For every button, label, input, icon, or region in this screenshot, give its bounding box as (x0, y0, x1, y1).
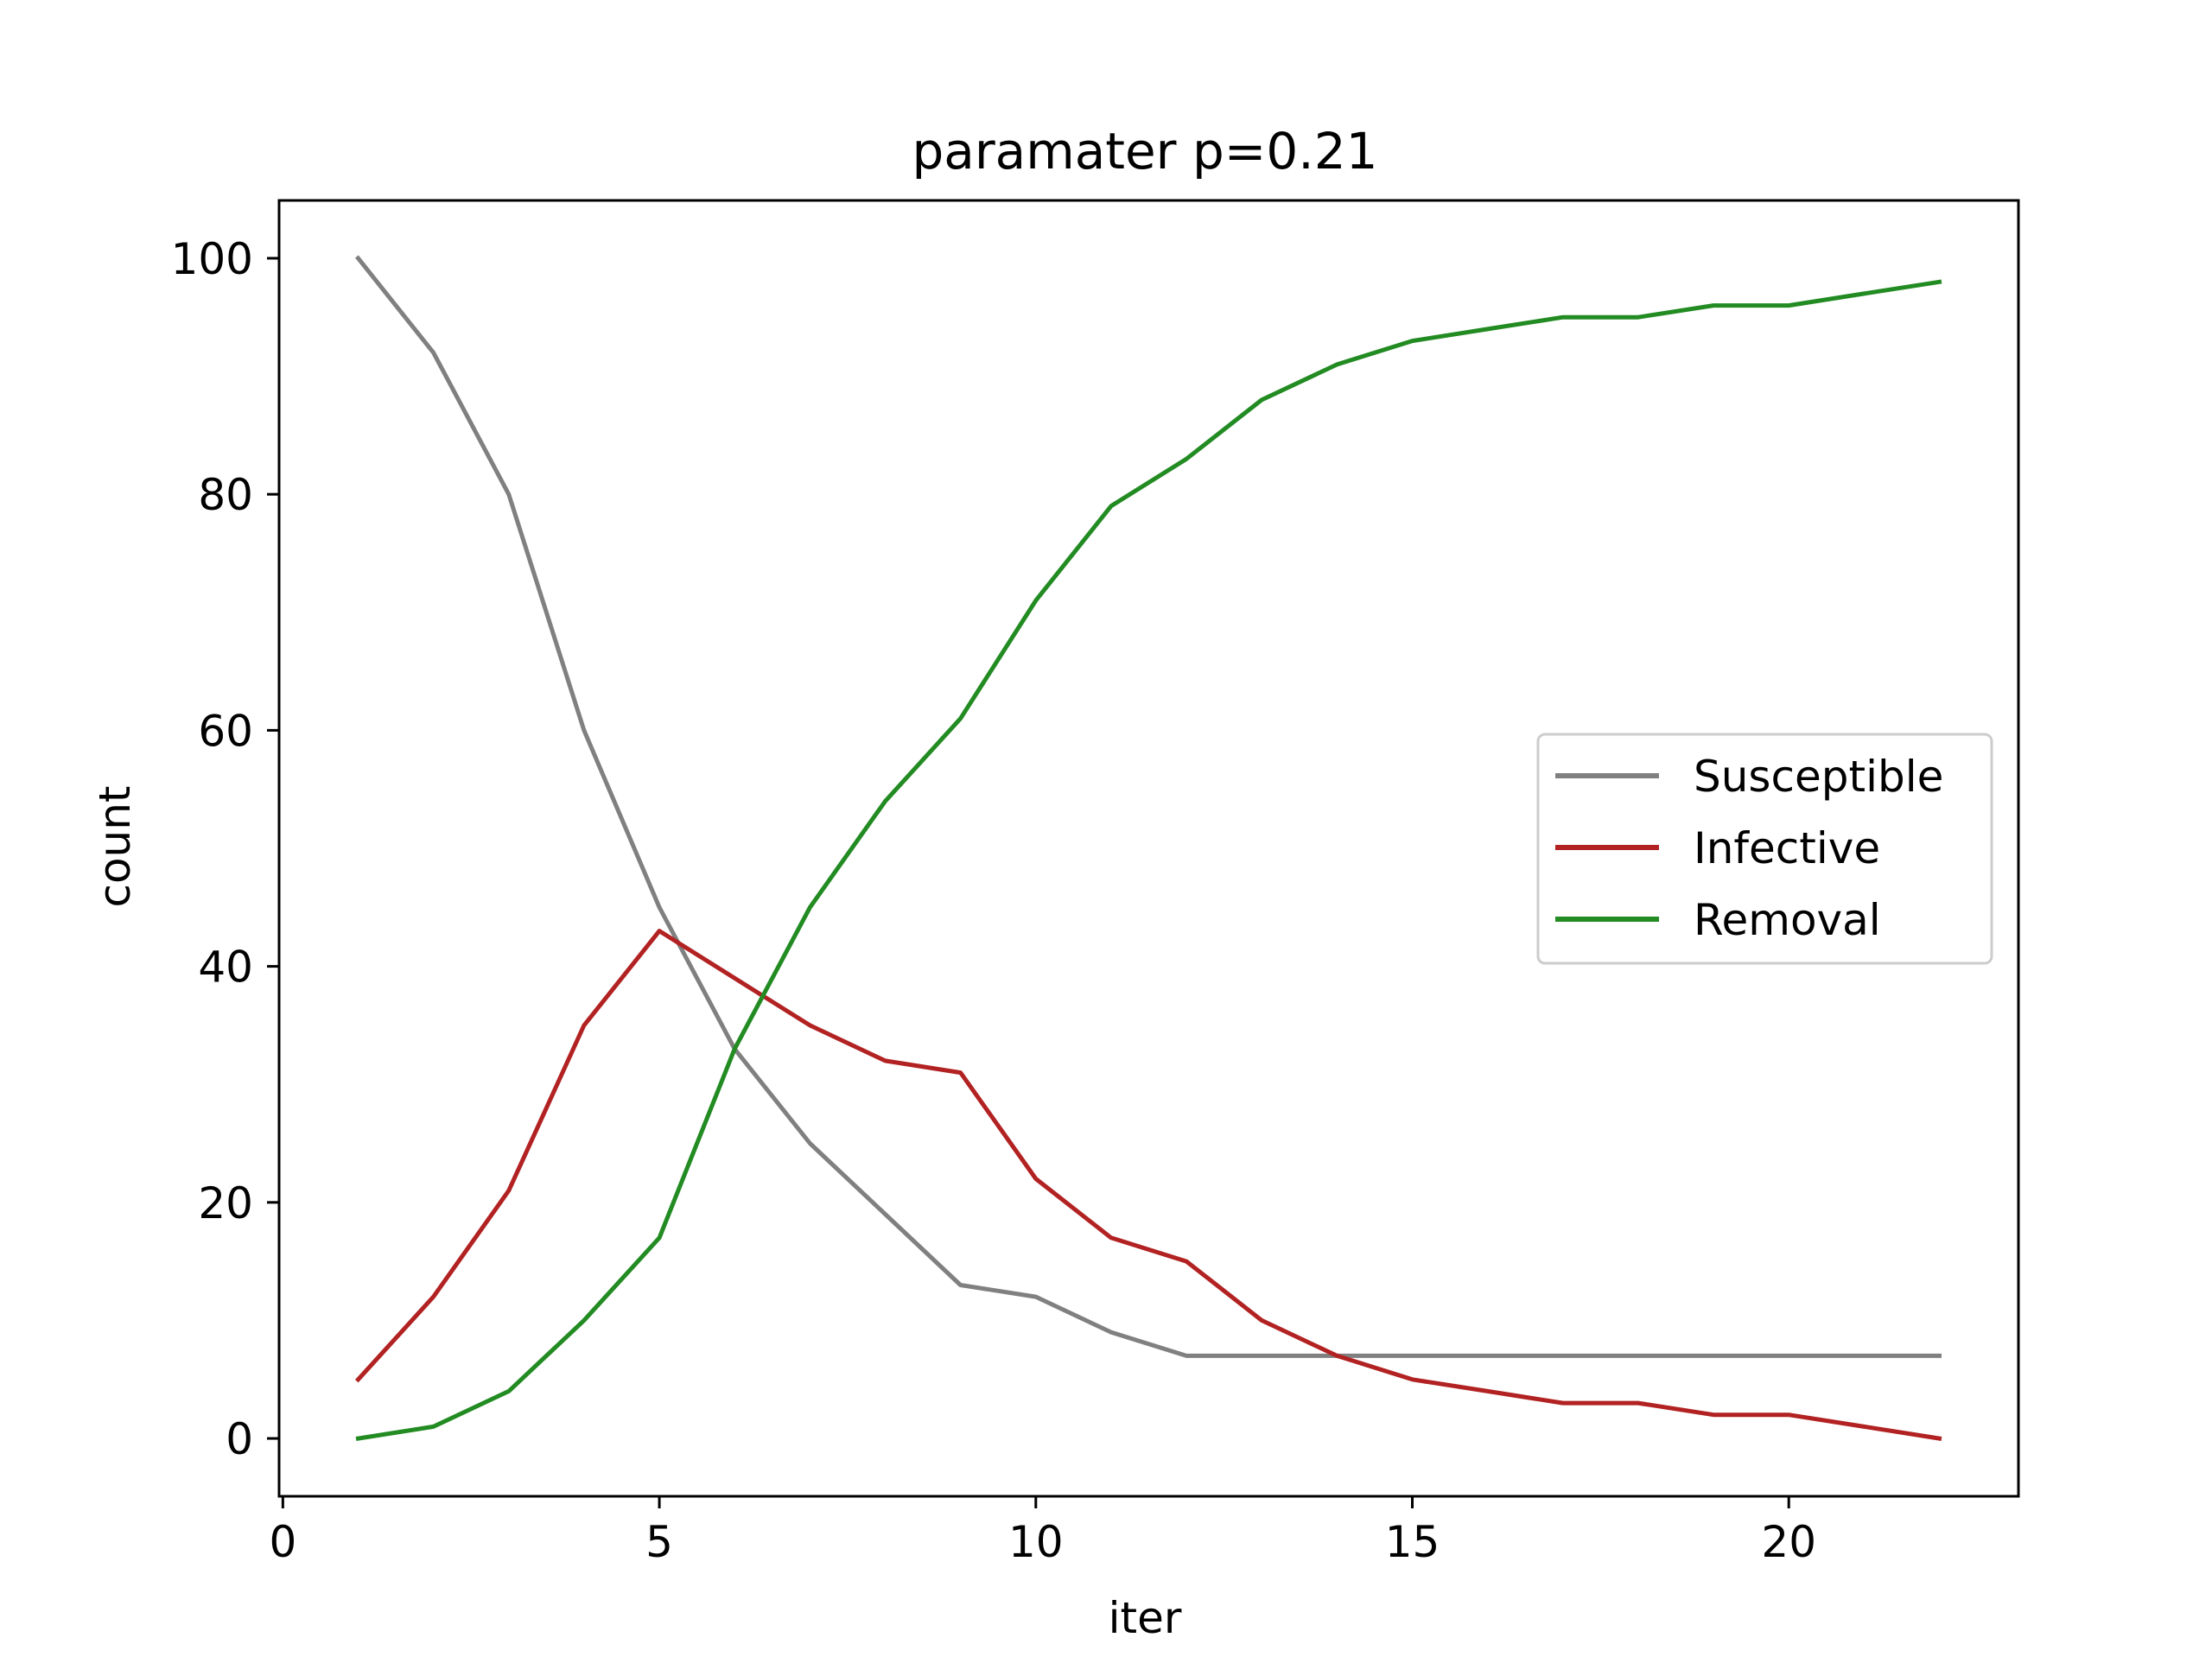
legend-label: Infective (1694, 823, 1880, 873)
legend-label: Removal (1694, 895, 1881, 945)
y-tick-label: 20 (198, 1178, 253, 1228)
series-line-infective (354, 929, 1942, 1441)
x-axis-label: iter (1109, 1593, 1182, 1643)
axes-frame (277, 199, 2020, 1498)
series-line-removal (355, 279, 1942, 1441)
legend: Susceptible Infective Removal (1536, 733, 1993, 965)
x-tick-label: 5 (645, 1517, 673, 1567)
x-tick-label: 20 (1761, 1517, 1816, 1567)
legend-box (1536, 733, 1993, 965)
y-tick-label: 100 (171, 234, 253, 284)
y-tick-label: 60 (198, 706, 253, 756)
y-tick-label: 80 (198, 470, 253, 520)
x-tick-label: 0 (269, 1517, 296, 1567)
series-line-susceptible (354, 255, 1942, 1358)
y-tick-label: 40 (198, 943, 253, 993)
y-axis-label: count (90, 785, 140, 907)
legend-label: Susceptible (1694, 752, 1943, 802)
x-tick-label: 15 (1385, 1517, 1440, 1567)
chart-title: paramater p=0.21 (912, 122, 1377, 181)
x-tick-label: 10 (1008, 1517, 1064, 1567)
plot-area: 0 5 10 15 20 0 20 40 60 80 100 (171, 199, 2020, 1567)
y-tick-label: 0 (226, 1414, 253, 1464)
